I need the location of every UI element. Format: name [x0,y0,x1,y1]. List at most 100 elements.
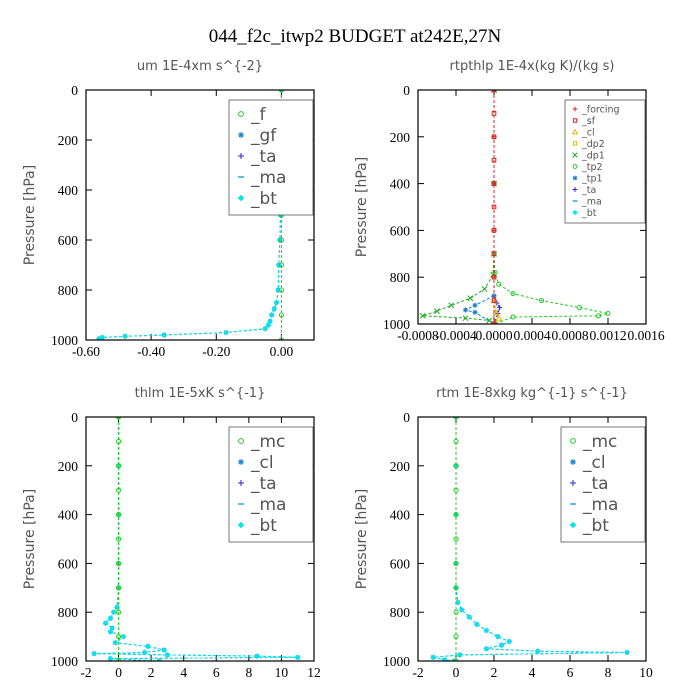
y-tick-label: 1000 [51,654,78,669]
x-tick-label: -0.0008 [397,328,439,343]
legend: _forcing_sf_cl_dp2_dp1_tp2_tp1_ta_ma_bt [564,99,646,224]
legend-label-bt: _bt [250,189,277,209]
x-tick-label: 8 [605,665,612,680]
data-point-mc [115,512,122,518]
chart-panel-1: um 1E-4xm s^{-2} Pressure [hPa] -0.60 -0.40… [22,59,315,359]
plot-frame [85,416,315,662]
data-point-f [278,90,285,93]
data-point-dp1 [467,295,474,302]
series-group [91,417,301,661]
data-point-forcing [491,274,497,280]
x-tick-label: 0 [453,665,460,680]
data-point-mc [453,536,459,542]
y-tick-label: 800 [390,270,411,285]
legend-marker-ta [572,187,578,192]
legend-label-mc: _mc [250,432,285,452]
legend-label-ma: _ma [250,168,286,188]
data-point-forcing [491,227,497,233]
series-line-cl [493,300,500,324]
data-point-forcing [491,321,497,324]
data-point-mc [453,634,459,640]
y-tick-label: 600 [58,556,79,571]
legend-marker-forcing [572,106,578,112]
data-point-bt [122,333,129,340]
data-point-bt [141,649,148,656]
data-point-mc [115,634,122,640]
data-point-mc [115,438,122,444]
y-tick-label: 200 [58,133,79,148]
y-tick-label: 1000 [383,654,410,669]
legend-label-ta: _ta [250,147,277,167]
data-point-tp2 [605,310,611,317]
legend-marker-tp1 [572,175,578,181]
data-point-bt [262,325,269,332]
data-point-dp1 [434,308,440,315]
chart-panel-3: thlm 1E-5xK s^{-1} Pressure [hPa] -2 0 2 4 6 8 1… [22,386,321,680]
data-point-bt [265,322,272,328]
data-point-dp1 [462,315,469,322]
legend-marker-bt [237,521,245,529]
data-point-mc [453,585,459,591]
x-tick-label: 2 [491,665,498,680]
y-tick-label: 0 [71,83,78,98]
legend-label-bt: _bt [250,516,277,536]
legend-label-f: _f [250,105,267,125]
data-point-cl [495,314,503,321]
data-point-bt [506,638,513,645]
plot-frame [85,89,315,341]
x-tick-label: 0.0012 [589,328,626,343]
y-tick-label: 400 [390,508,411,523]
x-tick-label: 6 [567,665,574,680]
data-point-bt [494,633,501,640]
x-tick-label: 4 [180,665,187,680]
y-axis-label: Pressure [hPa] [354,489,370,589]
legend-marker-dp2 [572,141,578,146]
legend-label-ta: _ta [582,474,609,494]
legend-marker-mc [570,438,576,444]
data-point-bt [498,642,505,649]
data-point-bt [483,627,490,634]
data-point-f [278,237,285,243]
legend-box [228,426,314,543]
data-point-bt [273,299,280,306]
data-point-bt [102,620,109,627]
data-point-bt [112,639,119,646]
legend-label-ma: _ma [582,495,618,515]
data-point-bt [161,647,168,653]
x-tick-label: -2 [80,665,91,680]
data-point-forcing [491,90,497,93]
data-point-bt [458,606,465,613]
data-point-mc [115,585,122,591]
data-point-mc [453,609,459,615]
x-tick-label: -0.0004 [435,328,477,343]
data-point-bt [441,656,448,661]
series-group [419,90,611,324]
y-axis-label: Pressure [hPa] [22,165,38,265]
legend-label-gf: _gf [250,126,277,146]
y-tick-label: 800 [58,605,79,620]
legend-marker-cl [571,128,579,135]
data-point-bt [107,615,114,622]
data-point-bt [120,633,127,640]
data-point-bt [483,645,490,652]
data-point-bt [454,599,461,606]
data-point-tp2 [496,281,502,287]
series-group [430,417,630,661]
data-point-bt [466,614,473,621]
panel-title: um 1E-4xm s^{-2} [137,59,263,74]
legend-marker-f [238,111,244,117]
y-axis-label: Pressure [hPa] [354,157,370,257]
data-point-bt [430,654,437,661]
data-point-dp1 [448,302,455,309]
x-tick-label: -0.60 [72,344,100,359]
data-point-bt [107,628,114,635]
data-point-dp1 [481,285,488,292]
data-point-tp1 [472,302,478,308]
legend-marker-gf [238,132,244,138]
legend-box [560,426,646,543]
data-point-mc [453,512,459,518]
data-point-tp2 [510,291,516,297]
data-point-tp1 [462,307,469,313]
legend-marker-tp2 [572,164,578,169]
